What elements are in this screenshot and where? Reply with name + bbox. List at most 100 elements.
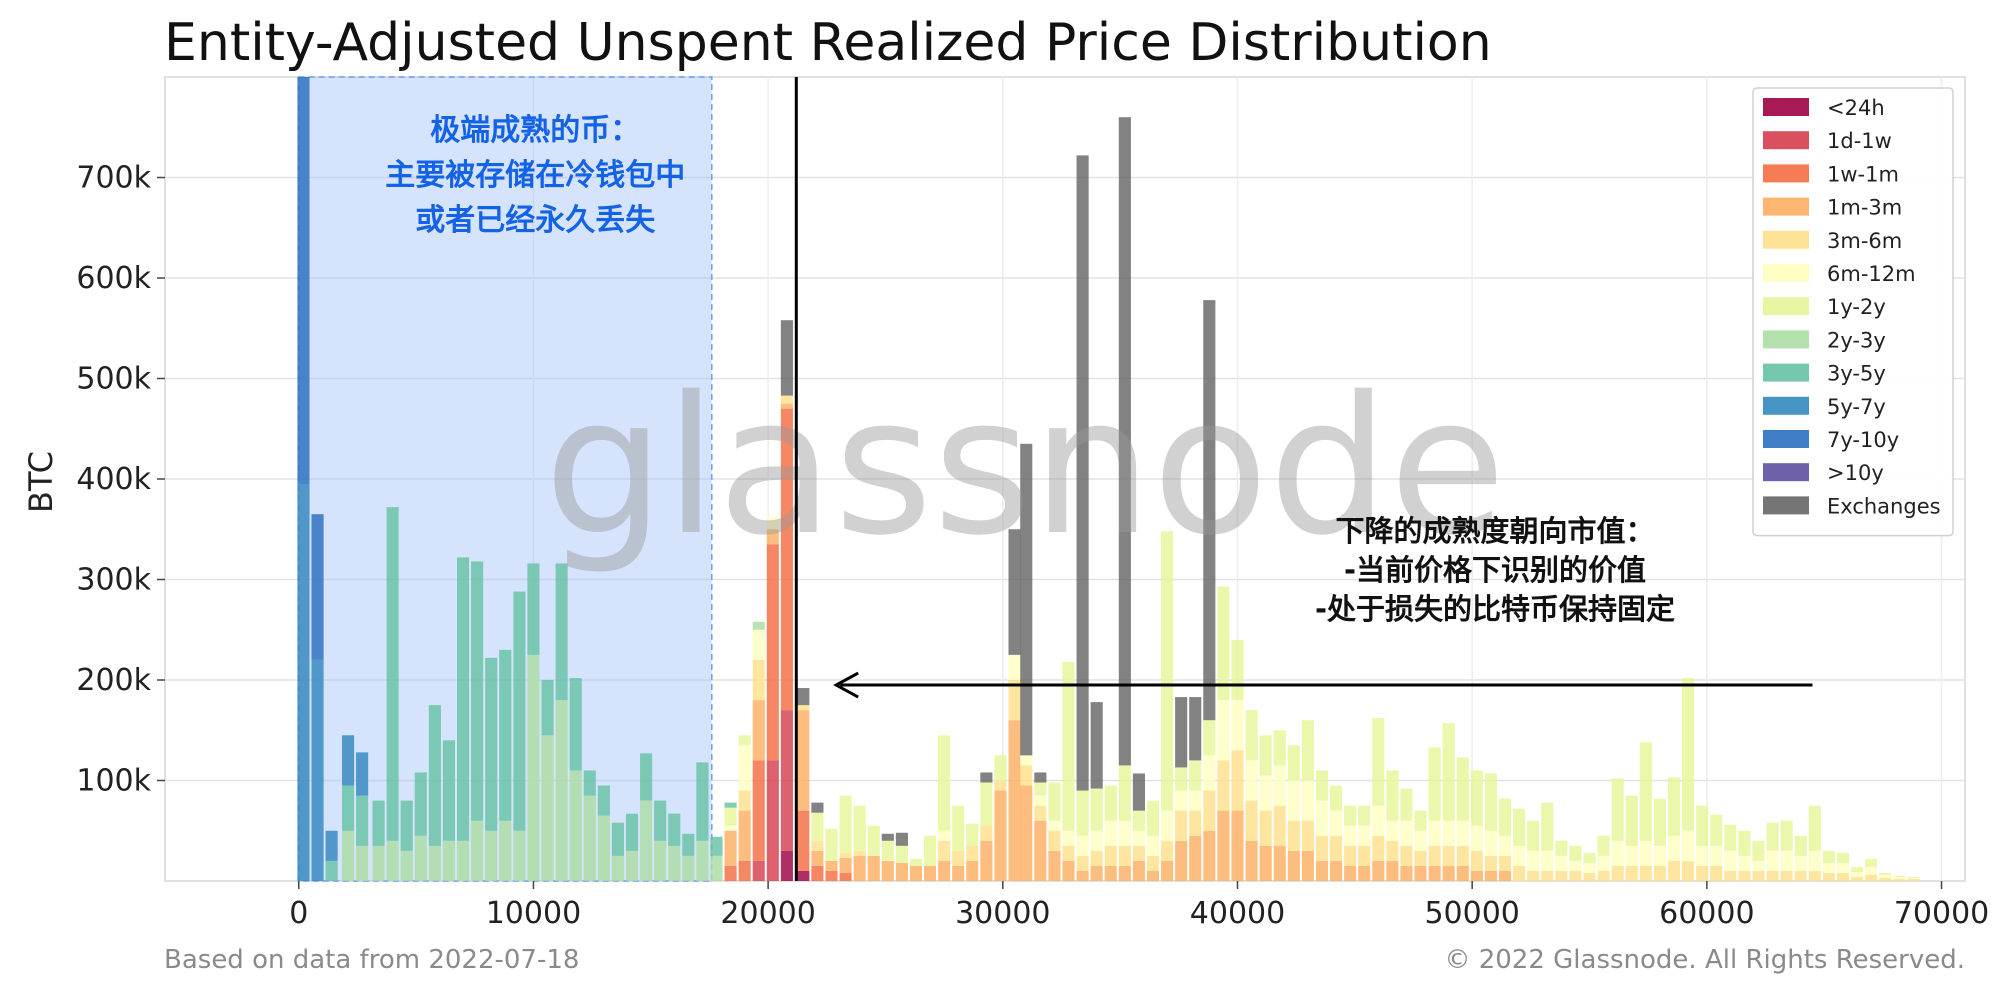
bar-segment xyxy=(1245,710,1258,761)
bar-segment xyxy=(1175,767,1188,791)
region-label-line: 或者已经永久丢失 xyxy=(415,203,656,238)
bar-segment xyxy=(1048,782,1061,821)
bar-segment xyxy=(1611,840,1624,866)
bar-segment xyxy=(1132,830,1145,846)
bar-segment xyxy=(811,840,824,851)
bar-segment xyxy=(1611,865,1624,881)
bar-segment xyxy=(1203,830,1216,881)
legend-swatch xyxy=(1763,264,1809,282)
bar-segment xyxy=(1484,830,1497,856)
bar-segment xyxy=(654,840,667,881)
bar-segment xyxy=(1682,677,1695,831)
bar-segment xyxy=(1344,825,1357,846)
bar-segment xyxy=(311,659,324,881)
bar-segment xyxy=(1836,872,1850,881)
y-tick-label: 500k xyxy=(76,362,151,397)
bar-segment xyxy=(1442,723,1455,821)
bar-segment xyxy=(1386,860,1399,881)
bar-segment xyxy=(1090,865,1103,881)
bar-segment xyxy=(1189,760,1202,791)
bar-segment xyxy=(952,865,965,881)
bar-segment xyxy=(1118,765,1131,821)
legend-label: <24h xyxy=(1827,96,1885,120)
bar-segment xyxy=(682,855,695,881)
bar-segment xyxy=(1893,876,1906,879)
bar-segment xyxy=(1836,852,1850,863)
bar-segment xyxy=(1724,850,1737,871)
bar-segment xyxy=(1217,586,1230,701)
bar-segment xyxy=(1146,870,1160,881)
bar-segment xyxy=(1808,870,1821,881)
bar-segment xyxy=(1203,755,1216,791)
bar-segment xyxy=(297,77,310,485)
bar-segment xyxy=(311,514,324,660)
bar-segment xyxy=(780,395,793,404)
bar-segment xyxy=(499,649,512,821)
y-axis-ticks: 100k 200k 300k 400k 500k 600k 700k xyxy=(76,161,165,799)
bar-segment xyxy=(1794,855,1807,871)
legend-label: 1y-2y xyxy=(1827,295,1886,319)
bar-segment xyxy=(1175,790,1188,811)
bar-segment xyxy=(1541,850,1554,871)
bar-segment xyxy=(1583,862,1596,873)
legend-swatch xyxy=(1763,363,1809,382)
x-tick-label: 50000 xyxy=(1424,896,1519,931)
legend-swatch xyxy=(1763,230,1809,249)
bar-segment xyxy=(1062,661,1075,831)
legend-label: 1d-1w xyxy=(1827,129,1892,153)
bar-segment xyxy=(1161,810,1174,841)
bar-segment xyxy=(1414,830,1427,851)
bar-segment xyxy=(1653,865,1666,881)
x-tick-label: 30000 xyxy=(955,896,1050,931)
bar-segment xyxy=(1104,785,1117,821)
bar-segment xyxy=(1893,875,1906,877)
bar-segment xyxy=(1513,808,1526,846)
bar-segment xyxy=(1203,300,1216,721)
x-axis-ticks: 0 10000 20000 30000 40000 50000 60000 70000 xyxy=(289,881,1989,931)
bar-segment xyxy=(738,735,751,746)
bar-segment xyxy=(1597,855,1610,871)
bar-segment xyxy=(1076,870,1089,881)
bar-segment xyxy=(1498,855,1512,871)
bar-segment xyxy=(1315,835,1329,861)
bar-segment xyxy=(1442,845,1455,866)
bar-segment xyxy=(1273,805,1286,846)
bar-segment xyxy=(1527,850,1540,871)
bar-segment xyxy=(1076,835,1089,856)
bar-segment xyxy=(1358,845,1371,866)
x-tick-label: 10000 xyxy=(486,896,581,931)
bar-segment xyxy=(1696,865,1709,881)
footer-copyright: © 2022 Glassnode. All Rights Reserved. xyxy=(1444,945,1965,975)
bar-segment xyxy=(1118,820,1131,846)
bar-segment xyxy=(1639,742,1652,841)
bar-segment xyxy=(1076,855,1089,871)
bar-segment xyxy=(909,865,923,881)
annotation-line: 下降的成熟度朝向市值： xyxy=(1335,514,1654,548)
bar-segment xyxy=(766,760,779,881)
bar-segment xyxy=(597,815,610,881)
bar-segment xyxy=(966,860,979,881)
bar-segment xyxy=(780,710,793,851)
bar-segment xyxy=(797,870,810,881)
bar-segment xyxy=(839,857,852,873)
bar-segment xyxy=(1653,845,1666,866)
bar-segment xyxy=(980,840,993,881)
bar-segment xyxy=(1850,871,1864,877)
bar-segment xyxy=(797,710,810,811)
bar-segment xyxy=(597,785,610,816)
bar-segment xyxy=(1245,800,1258,841)
bar-segment xyxy=(1513,845,1526,866)
bar-segment xyxy=(1428,865,1441,881)
bar-segment xyxy=(372,800,385,846)
bar-segment xyxy=(1315,800,1329,836)
region-label-line: 极端成熟的币： xyxy=(430,113,640,148)
bar-segment xyxy=(1203,720,1216,756)
bar-segment xyxy=(1865,874,1878,881)
bar-segment xyxy=(1400,845,1413,866)
bar-segment xyxy=(654,800,667,841)
bar-segment xyxy=(1358,805,1371,826)
bar-segment xyxy=(1696,805,1709,846)
bar-segment xyxy=(1273,730,1286,766)
bar-segment xyxy=(1555,870,1568,881)
bar-segment xyxy=(1245,840,1258,881)
